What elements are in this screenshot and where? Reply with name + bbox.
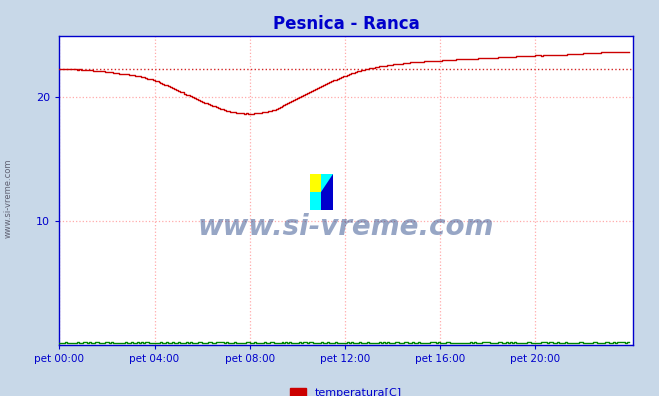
Bar [322,174,333,192]
Bar [310,174,322,192]
Text: www.si-vreme.com: www.si-vreme.com [198,213,494,241]
Polygon shape [322,174,333,192]
Polygon shape [322,192,333,210]
Legend: temperatura[C], pretok[m3/s]: temperatura[C], pretok[m3/s] [285,383,407,396]
Text: www.si-vreme.com: www.si-vreme.com [3,158,13,238]
Polygon shape [310,192,322,210]
Title: Pesnica - Ranca: Pesnica - Ranca [273,15,419,33]
